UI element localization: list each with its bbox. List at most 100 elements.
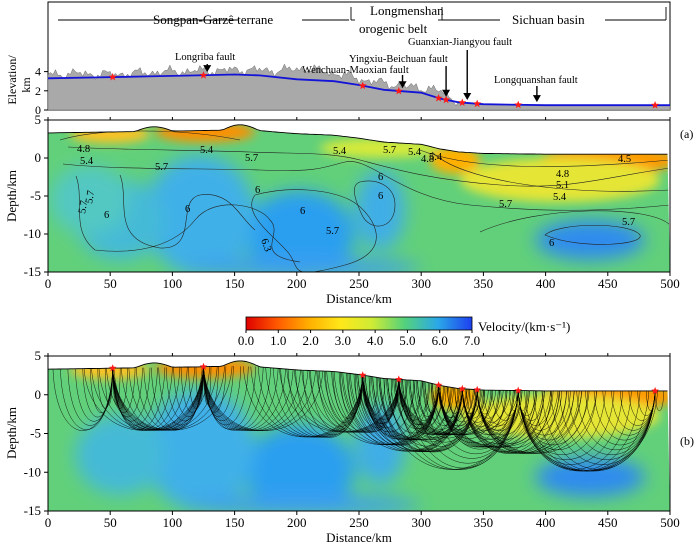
colorbar-label: Velocity/(km·s⁻¹) bbox=[478, 319, 570, 334]
contour-label: 5.4 bbox=[408, 147, 422, 158]
x-tick-label: 350 bbox=[474, 276, 494, 291]
station-star bbox=[394, 86, 403, 95]
x-tick-label: 0 bbox=[45, 276, 52, 291]
panel-b-label: (b) bbox=[680, 434, 694, 448]
contour-label: 5.7 bbox=[499, 199, 512, 210]
contour-line bbox=[62, 161, 670, 211]
x-tick-label: 400 bbox=[536, 276, 556, 291]
contour-line bbox=[544, 225, 641, 245]
contour-line bbox=[419, 149, 670, 167]
contour-label: 6 bbox=[549, 238, 554, 249]
contour-label: 5.7 bbox=[155, 162, 168, 173]
fault-label-longquanshan: Longquanshan fault bbox=[494, 75, 578, 86]
y-tick-label: -10 bbox=[24, 226, 41, 241]
elevation-y-axis: 0 2 4 bbox=[35, 65, 48, 117]
x-tick-label: 100 bbox=[163, 515, 183, 530]
elev-tick-label: 2 bbox=[35, 84, 41, 98]
x-tick-label: 450 bbox=[598, 276, 618, 291]
source-star bbox=[358, 371, 367, 379]
contour-labels-a: 4.8 5.4 5.4 5.7 5.4 5.7 5.7 6 6 6 6 6.3 … bbox=[77, 144, 635, 253]
contour-label: 5.4 bbox=[200, 145, 214, 156]
contour-line bbox=[75, 175, 301, 263]
panel-b-ylabel: Depth/km bbox=[4, 407, 19, 459]
source-star bbox=[199, 362, 208, 370]
contour-label: 5.7 bbox=[326, 226, 339, 237]
contour-label: 5.4 bbox=[553, 192, 567, 203]
panel-a-label: (a) bbox=[680, 127, 693, 141]
contour-label: 6 bbox=[300, 206, 305, 217]
colorbar-tick-label: 7.0 bbox=[464, 333, 480, 348]
x-tick-label: 50 bbox=[104, 276, 117, 291]
fault-arrow-head bbox=[203, 65, 212, 73]
colorbar-tick-label: 4.0 bbox=[367, 333, 383, 348]
colorbar: 0.0 1.0 2.0 3.0 4.0 5.0 6.0 7.0 Velocity/(km·s⁻… bbox=[238, 316, 570, 348]
source-star bbox=[473, 385, 481, 393]
source-star bbox=[395, 375, 403, 383]
contour-label: 5.4 bbox=[333, 146, 347, 157]
x-tick-label: 0 bbox=[45, 515, 52, 530]
station-star bbox=[651, 101, 660, 109]
fault-arrow-head bbox=[463, 92, 472, 100]
contour-label: 4.8 bbox=[77, 144, 90, 155]
elev-tick-label: 4 bbox=[35, 65, 41, 79]
profile-line bbox=[47, 73, 670, 107]
elevation-ylabel: Elevation/ bbox=[5, 55, 19, 105]
x-tick-label: 450 bbox=[598, 515, 618, 530]
station-star bbox=[514, 100, 523, 109]
colorbar-gradient bbox=[245, 316, 473, 331]
colorbar-ticks: 0.0 1.0 2.0 3.0 4.0 5.0 6.0 7.0 bbox=[238, 330, 480, 348]
colorbar-tick-label: 5.0 bbox=[399, 333, 415, 348]
region-label-longmenshan: Longmenshan bbox=[370, 3, 444, 18]
y-tick-label: -15 bbox=[24, 503, 41, 518]
contour-label: 5.4 bbox=[429, 152, 443, 163]
contour-label: 4.5 bbox=[618, 154, 631, 165]
station-star bbox=[108, 72, 117, 81]
contour-label: 5.4 bbox=[80, 156, 94, 167]
surface-line-a bbox=[48, 124, 668, 155]
station-star bbox=[442, 95, 451, 104]
contour-label: 5.7 bbox=[77, 200, 90, 215]
contour-label: 6 bbox=[185, 204, 190, 215]
fault-label-guanxian: Guanxian-Jiangyou fault bbox=[408, 37, 512, 48]
elev-tick-label: 0 bbox=[35, 103, 41, 117]
station-star bbox=[473, 99, 482, 108]
y-tick-label: 0 bbox=[35, 150, 42, 165]
fault-label-longriba: Longriba fault bbox=[175, 52, 235, 63]
fault-label-yingxiu: Yingxiu-Beichuan fault bbox=[349, 54, 448, 65]
x-tick-label: 150 bbox=[225, 276, 245, 291]
x-tick-label: 500 bbox=[660, 515, 680, 530]
colorbar-tick-label: 3.0 bbox=[335, 333, 351, 348]
fault-arrow-head bbox=[398, 81, 407, 89]
contour-line bbox=[251, 189, 377, 272]
x-tick-label: 100 bbox=[163, 276, 183, 291]
source-star bbox=[514, 386, 522, 394]
topography bbox=[47, 63, 671, 111]
x-tick-label: 150 bbox=[225, 515, 245, 530]
colorbar-tick-label: 1.0 bbox=[270, 333, 286, 348]
fault-arrow-head bbox=[442, 89, 451, 97]
contour-label: 4.8 bbox=[421, 154, 434, 165]
contour-label: 6.3 bbox=[258, 237, 273, 253]
station-star bbox=[358, 81, 367, 90]
x-tick-label: 200 bbox=[287, 515, 307, 530]
elevation-panel: Songpan-Garzê terrane Longmenshan orogen… bbox=[5, 1, 671, 117]
fault-arrows bbox=[203, 50, 541, 103]
station-star bbox=[458, 98, 467, 106]
velocity-field-a bbox=[48, 124, 670, 272]
x-tick-label: 200 bbox=[287, 276, 307, 291]
contour-line bbox=[354, 180, 396, 227]
fault-arrow-head bbox=[532, 95, 541, 103]
panel-a-ylabel: Depth/km bbox=[4, 170, 19, 222]
contour-label: 6 bbox=[255, 185, 260, 196]
x-tick-label: 500 bbox=[660, 276, 680, 291]
x-tick-label: 300 bbox=[411, 276, 431, 291]
y-tick-label: -5 bbox=[30, 188, 41, 203]
contour-label: 5.1 bbox=[556, 180, 569, 191]
contour-label: 4.8 bbox=[556, 169, 569, 180]
colorbar-tick-label: 2.0 bbox=[302, 333, 318, 348]
x-tick-label: 250 bbox=[349, 276, 369, 291]
source-star bbox=[108, 364, 117, 372]
contour-label: 6 bbox=[378, 172, 383, 183]
